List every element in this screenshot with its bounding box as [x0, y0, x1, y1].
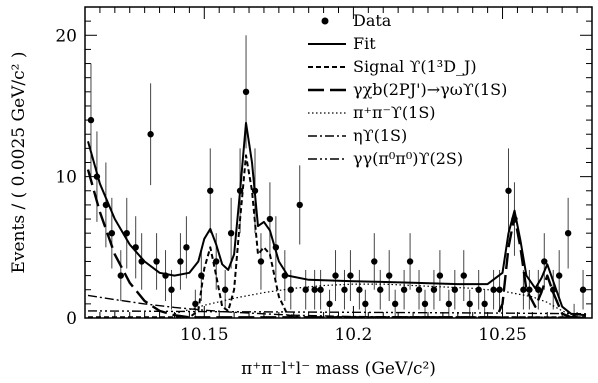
data-point: [242, 88, 250, 96]
data-point: [287, 286, 294, 293]
data-point: [302, 286, 309, 293]
data-point: [192, 300, 199, 308]
legend-label: ηϒ(1S): [353, 126, 407, 145]
data-point: [555, 272, 563, 279]
data-point: [564, 229, 572, 237]
legend-label: Fit: [353, 34, 376, 53]
x-axis-label: π⁺π⁻l⁺l⁻ mass (GeV/c²): [241, 359, 436, 379]
legend-label: γγ(π⁰π⁰)ϒ(2S): [353, 149, 463, 168]
legend-label: Data: [353, 11, 392, 30]
x-tick-label: 10.15: [180, 325, 229, 345]
data-point: [168, 286, 175, 293]
data-point: [213, 258, 220, 265]
data-point: [183, 244, 190, 251]
data-point: [87, 116, 95, 124]
data-point: [341, 286, 348, 293]
data-point: [377, 286, 384, 293]
data-point: [466, 300, 473, 308]
axis-ticks: [84, 6, 593, 319]
data-point: [362, 300, 369, 308]
data-point: [117, 272, 124, 279]
data-point: [535, 286, 542, 293]
data-point: [347, 272, 354, 279]
x-tick-label: 10.2: [334, 325, 372, 345]
data-point: [266, 215, 274, 223]
data-point: [317, 286, 324, 293]
series-line-1: [87, 121, 587, 317]
data-point: [356, 286, 363, 293]
data-point: [332, 272, 339, 279]
data-point: [326, 300, 333, 308]
series-line-2: [88, 154, 586, 318]
series-line-6: [87, 310, 587, 315]
legend-label: Signal ϒ(1³D_J): [353, 57, 477, 76]
data-point: [386, 272, 393, 279]
data-point: [153, 258, 160, 265]
data-point: [520, 286, 527, 293]
series-line-5: [87, 294, 587, 318]
data-point: [490, 286, 497, 293]
plot-frame: [84, 6, 593, 319]
data-point: [481, 300, 488, 308]
data-point: [526, 286, 533, 293]
data-point: [505, 187, 512, 194]
data-point: [430, 286, 438, 293]
x-tick-label: 10.25: [478, 325, 527, 345]
data-point: [445, 300, 453, 308]
legend-marker: [321, 17, 329, 25]
data-point: [406, 258, 414, 265]
data-point: [221, 286, 229, 293]
data-point: [541, 258, 548, 265]
y-tick-label: 10: [55, 168, 77, 188]
y-axis-label: Events / ( 0.0025 GeV/c² ): [9, 51, 29, 273]
data-point: [207, 187, 214, 194]
data-point: [496, 286, 503, 293]
data-point: [391, 300, 399, 308]
data-layer: [86, 35, 587, 318]
data-point: [415, 286, 423, 293]
data-point: [147, 131, 154, 138]
data-point: [227, 229, 235, 237]
data-point: [400, 286, 408, 293]
series-line-4: [174, 283, 578, 318]
data-point: [579, 286, 587, 293]
axis-tick-labels: 0 10 20 10.15 10.2 10.25: [55, 26, 527, 345]
data-point: [421, 300, 429, 308]
data-point: [460, 272, 467, 279]
data-point: [296, 201, 303, 209]
data-point: [257, 258, 265, 265]
data-point: [436, 272, 444, 279]
data-point: [371, 258, 378, 265]
legend: Data Fit Signal ϒ(1³D_J) γχb(2PJ')→γωϒ(1S) π…: [308, 11, 507, 168]
y-tick-label: 20: [55, 26, 77, 46]
data-point: [177, 258, 184, 265]
data-point: [108, 229, 116, 237]
legend-label: γχb(2PJ')→γωϒ(1S): [353, 80, 507, 99]
data-point: [311, 286, 318, 293]
legend-label: π⁺π⁻ϒ(1S): [353, 103, 436, 122]
y-tick-label: 0: [66, 309, 77, 329]
data-point: [475, 286, 482, 293]
